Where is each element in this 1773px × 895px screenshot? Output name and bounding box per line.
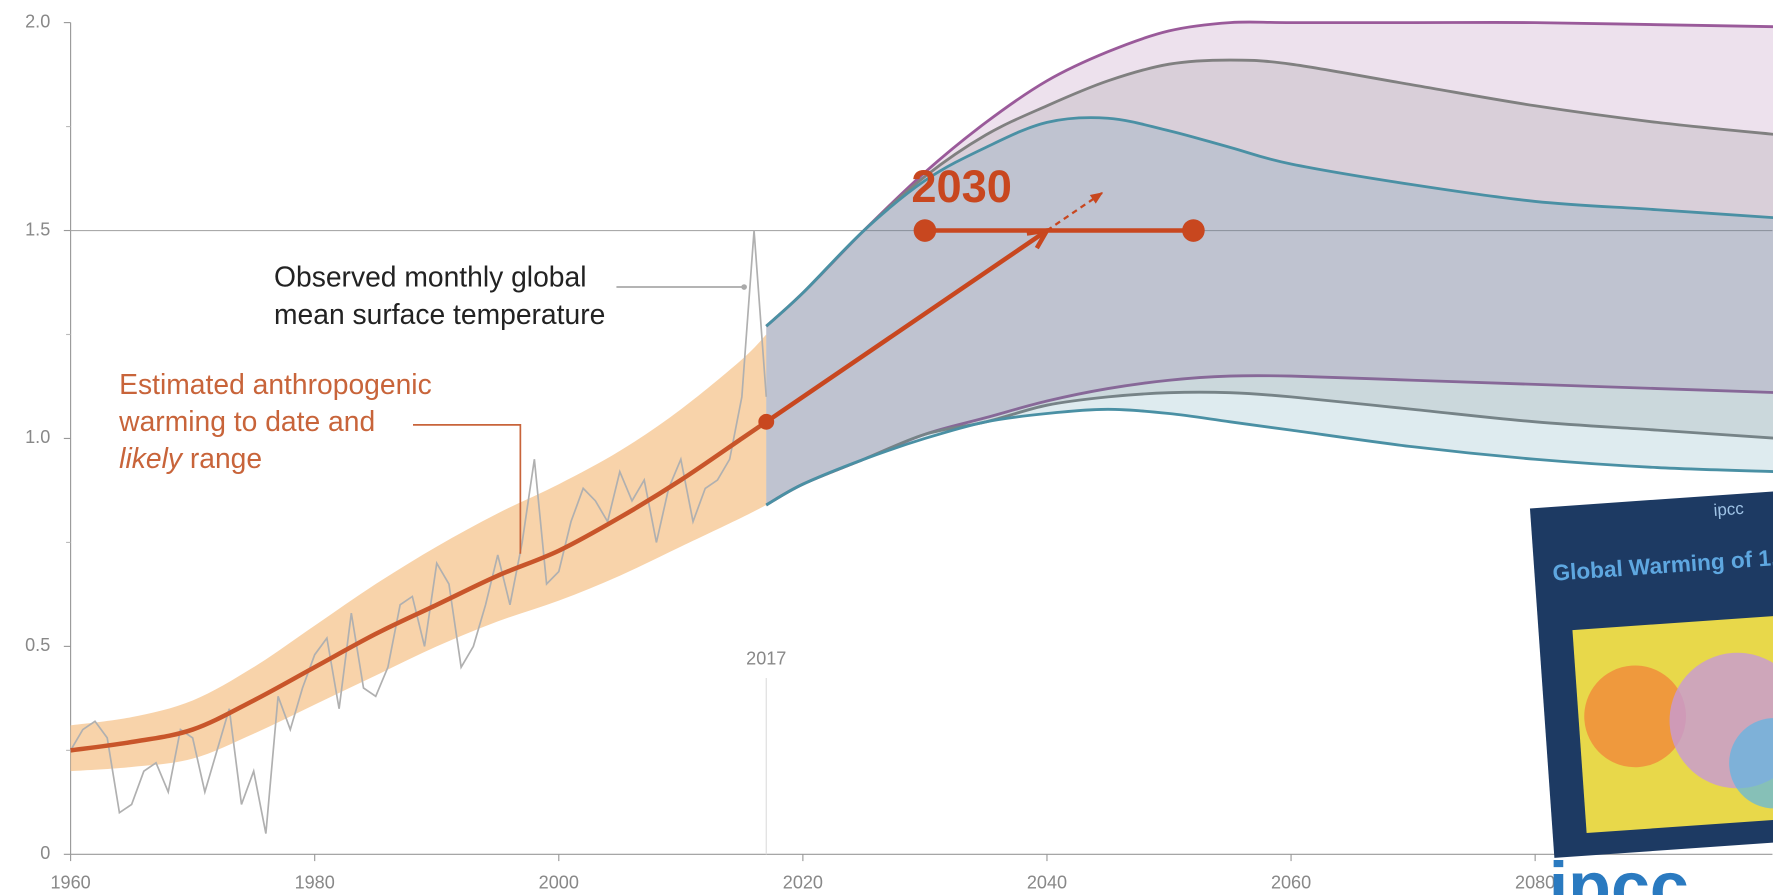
highlight-label: 2030 bbox=[911, 161, 1012, 212]
band-fill bbox=[70, 334, 767, 772]
x-tick-label: 2060 bbox=[1271, 872, 1311, 892]
x-tick-label: 2040 bbox=[1027, 872, 1067, 892]
band-fill bbox=[766, 60, 1773, 505]
y-tick-label: 0 bbox=[40, 843, 50, 863]
ipcc-logo: ipcc bbox=[1549, 848, 1689, 895]
annotation-observed: mean surface temperature bbox=[274, 298, 605, 330]
band-lower bbox=[765, 407, 1773, 507]
leader-dot bbox=[741, 284, 747, 290]
annotation-anthropogenic: likely range bbox=[119, 443, 262, 475]
projection-arrow bbox=[764, 228, 1049, 424]
range-end bbox=[1182, 219, 1205, 242]
band-fill bbox=[766, 117, 1773, 505]
year-marker-label: 2017 bbox=[746, 649, 786, 669]
x-tick-label: 2000 bbox=[539, 872, 579, 892]
arrow-extension bbox=[1046, 191, 1104, 232]
annotation-italic: likely bbox=[119, 443, 184, 475]
band-fill bbox=[766, 21, 1773, 505]
y-tick-label: 1.0 bbox=[25, 427, 50, 447]
x-tick-label: 2080 bbox=[1515, 872, 1555, 892]
cover-art bbox=[1584, 665, 1686, 768]
annotation-anthropogenic: Estimated anthropogenic bbox=[119, 368, 432, 400]
x-tick-label: 1980 bbox=[295, 872, 335, 892]
estimate-line bbox=[70, 419, 768, 753]
annotation-text: range bbox=[182, 443, 262, 475]
band-upper bbox=[765, 116, 1773, 328]
y-tick-label: 1.5 bbox=[25, 219, 50, 239]
cover-art bbox=[1729, 718, 1773, 809]
annotation-observed: Observed monthly global bbox=[274, 261, 587, 293]
y-tick-label: 0.5 bbox=[25, 635, 50, 655]
range-end bbox=[913, 219, 937, 242]
cover-logo: ipcc bbox=[1713, 499, 1745, 520]
annotation-anthropogenic: warming to date and bbox=[118, 405, 375, 437]
arrow-start bbox=[758, 413, 775, 430]
x-tick-label: 2020 bbox=[783, 872, 823, 892]
x-tick-label: 1960 bbox=[50, 872, 90, 892]
plot-area: 2030 bbox=[69, 20, 1773, 834]
plot-background: 0 0.5 1.0 1.5 2.0 1960 1980 2000 2020 2040 2060 208… bbox=[25, 11, 1773, 892]
leader-line bbox=[413, 424, 522, 554]
y-tick-label: 2.0 bbox=[25, 11, 50, 31]
arrow-extension-head bbox=[1089, 192, 1104, 204]
report-cover: ipcc Global Warming of 1.5° bbox=[1529, 489, 1773, 858]
